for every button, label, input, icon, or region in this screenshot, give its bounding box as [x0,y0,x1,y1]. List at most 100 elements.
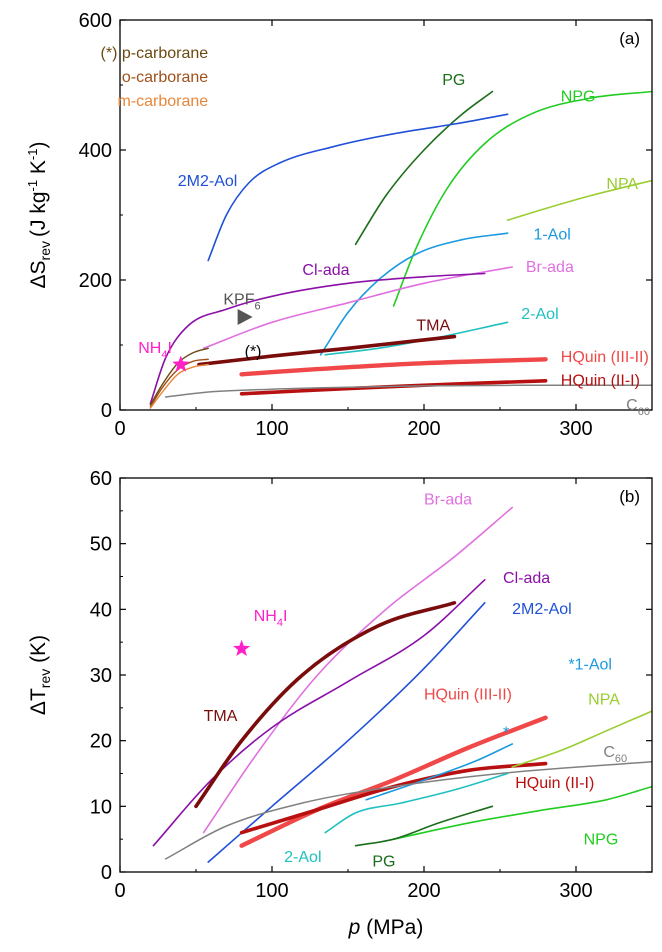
series-label-nh4i-base: NH [138,340,161,357]
x-tick-label-b-0: 0 [114,880,125,902]
series-line-2m2-aol [207,602,486,863]
y-axis-label-a-sub: rev [37,241,53,260]
y-tick-label-b-0: 0 [101,862,112,884]
series-label-tma: TMA [416,318,450,335]
series-line-npg [392,785,652,840]
x-tick-label-a-100: 100 [255,418,288,440]
series-label-nh4i: NH4I [254,608,288,629]
series-label-br-ada: Br-ada [424,491,472,508]
x-axis-label-b-units: (MPa) [360,916,423,939]
y-axis-label-a-exp2: -1 [25,149,40,161]
panel-b-frame [119,477,653,873]
series-label-pg: PG [442,72,465,89]
x-tick-label-b-300: 300 [559,880,592,902]
panel-b: 0 100 200 300 0 10 20 30 40 50 60 (b) Br-ada Cl-ada 2M… [27,468,653,939]
y-tick-label-b-10: 10 [90,796,112,818]
y-axis-label-b-units: (K) [27,635,50,669]
y-tick-label-b-60: 60 [90,468,112,490]
series-label-nh4i-sub: 4 [161,349,167,361]
marker-kpf6-triangle [237,309,253,326]
x-axis-label-b-main: p [348,916,361,939]
series-label-: (*) [245,344,262,361]
series-label-npg: NPG [584,831,619,848]
series-label-hquin-ii-i: HQuin (II-I) [561,372,640,389]
series-label-c60: C60 [603,744,627,765]
marker-nh4i-star [233,639,251,656]
series-label-2-aol: 2-Aol [284,849,321,866]
series-line-pg [354,90,494,246]
y-axis-label-b-main: ΔT [27,688,50,715]
series-line-2-aol [324,772,509,834]
legend-note-o-carborane: o-carborane [122,69,208,86]
panel-label-b: (b) [619,487,640,506]
series-line-2m2-aol [207,113,509,262]
series-line-cl-ada [149,272,486,405]
series-label-1-aol: 1-Aol [533,227,570,244]
y-axis-label-a-mid: K [27,160,50,180]
series-line-hquin-iii-ii [239,357,548,377]
series-label-cl-ada: Cl-ada [503,570,550,587]
series-line-npa [511,710,652,768]
panel-b-series-group [152,506,652,863]
series-line-npg [392,90,652,307]
y-axis-label-b-sub: rev [37,669,53,688]
series-label-nh4i-base: NH [254,608,277,625]
y-axis-label-a-main: ΔS [27,260,50,288]
marker-nh4i-star [172,355,190,372]
series-label-c60-base: C [603,744,615,761]
series-label-nh4i-tail: I [167,340,171,357]
y-tick-label-a-0: 0 [101,400,112,422]
series-line-cl-ada [152,579,486,847]
y-tick-label-a-400: 400 [79,140,112,162]
series-line-br-ada [202,266,513,350]
series-label-nh4i-tail: I [283,608,287,625]
series-line-tma [194,601,457,809]
series-label-1-aol: *1-Aol [568,657,612,674]
series-label-tma: TMA [204,708,238,725]
series-label-2m2-aol: 2M2-Aol [178,173,238,190]
series-label-br-ada: Br-ada [526,259,574,276]
series-line-hquin-iii-ii [239,715,548,848]
series-label-kpf6-base: KPF [223,292,254,309]
series-line-pg [354,805,494,847]
series-label-pg: PG [372,854,395,871]
series-label-c60-sub: 60 [638,406,650,418]
x-axis-label-b: p (MPa) [348,916,424,939]
series-label-hquin-iii-ii: HQuin (III-II) [424,686,512,703]
series-label-kpf6-sub: 6 [254,301,260,313]
series-line-br-ada [202,506,513,834]
y-axis-label-a-exp1: -1 [25,180,40,192]
x-tick-label-b-200: 200 [407,880,440,902]
series-label-hquin-ii-i: HQuin (II-I) [515,775,594,792]
panel-a: 0 100 200 300 0 200 400 600 (a) PG NPG 2M2-Aol NPA 1-… [25,10,653,440]
x-tick-label-b-100: 100 [255,880,288,902]
legend-note-p-carborane: (*) p-carborane [101,45,209,62]
series-label-c60-sub: 60 [615,753,627,765]
series-line-tma [197,334,457,367]
y-axis-label-a: ΔSrev(J kg-1 K-1) [25,142,53,289]
y-tick-label-b-20: 20 [90,731,112,753]
y-axis-label-b: ΔTrev (K) [27,635,53,715]
series-label-2-aol: 2-Aol [521,306,558,323]
series-line-m-carborane [149,363,209,409]
y-tick-label-b-40: 40 [90,599,112,621]
series-label-c60: C60 [626,397,650,418]
series-label-npa: NPA [606,176,638,193]
series-label-cl-ada: Cl-ada [302,262,349,279]
series-label-2m2-aol: 2M2-Aol [512,601,572,618]
series-label-npa: NPA [588,692,620,709]
y-axis-label-a-close: ) [27,142,50,149]
y-tick-label-a-600: 600 [79,10,112,32]
series-label-nh4i: NH4I [138,340,172,361]
series-label-kpf6: KPF6 [223,292,260,313]
legend-note-m-carborane: m-carborane [117,93,208,110]
y-tick-label-b-50: 50 [90,534,112,556]
y-tick-label-b-30: 30 [90,665,112,687]
x-tick-label-a-0: 0 [114,418,125,440]
panel-label-a: (a) [619,29,640,48]
series-line-c60 [164,384,652,398]
series-line-hquin-ii-i [239,379,548,396]
x-tick-label-a-200: 200 [407,418,440,440]
series-line-1-aol [319,232,509,356]
